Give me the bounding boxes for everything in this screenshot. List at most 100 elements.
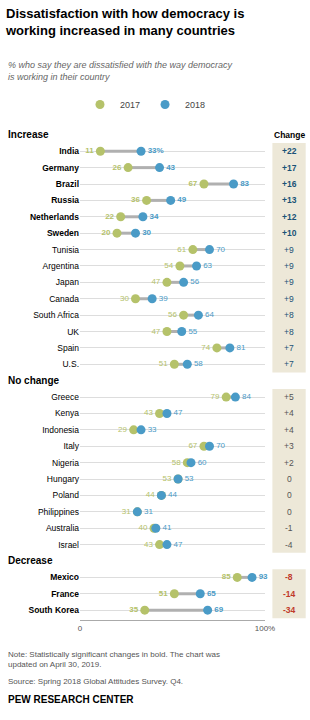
svg-text:70: 70 (216, 441, 225, 450)
svg-text:61: 61 (177, 245, 186, 254)
svg-text:58: 58 (172, 458, 181, 467)
svg-text:Decrease: Decrease (8, 555, 53, 566)
svg-text:Germany: Germany (42, 163, 79, 173)
svg-text:U.S.: U.S. (62, 359, 79, 369)
svg-text:67: 67 (188, 441, 197, 450)
svg-text:11: 11 (85, 146, 94, 155)
svg-text:Israel: Israel (58, 540, 79, 550)
svg-text:UK: UK (67, 326, 79, 336)
svg-text:-1: -1 (285, 523, 293, 533)
svg-text:67: 67 (188, 179, 197, 188)
svg-text:53: 53 (185, 474, 194, 483)
svg-text:26: 26 (113, 163, 122, 172)
svg-text:No change: No change (8, 375, 60, 386)
svg-text:Nigeria: Nigeria (52, 458, 79, 468)
svg-text:69: 69 (214, 605, 223, 614)
svg-text:-4: -4 (285, 540, 293, 550)
svg-text:+17: +17 (282, 163, 297, 173)
svg-text:22: 22 (105, 212, 114, 221)
svg-text:63: 63 (203, 261, 212, 270)
svg-text:+3: +3 (284, 441, 294, 451)
svg-text:+9: +9 (284, 294, 294, 304)
svg-text:35: 35 (129, 605, 138, 614)
svg-text:Hungary: Hungary (47, 474, 80, 484)
svg-text:30: 30 (142, 228, 151, 237)
svg-text:-14: -14 (283, 589, 296, 599)
svg-text:31: 31 (122, 507, 131, 516)
svg-text:+7: +7 (284, 343, 294, 353)
svg-text:33: 33 (148, 425, 157, 434)
svg-text:+8: +8 (284, 310, 294, 320)
svg-text:93: 93 (259, 572, 268, 581)
svg-text:Sweden: Sweden (47, 228, 79, 238)
svg-text:43: 43 (166, 163, 175, 172)
svg-text:55: 55 (188, 327, 197, 336)
svg-text:Netherlands: Netherlands (30, 212, 79, 222)
svg-text:65: 65 (207, 589, 216, 598)
svg-text:+9: +9 (284, 245, 294, 255)
svg-text:South Korea: South Korea (28, 605, 79, 615)
svg-text:43: 43 (144, 408, 153, 417)
svg-text:+12: +12 (282, 212, 297, 222)
svg-text:Philippines: Philippines (38, 507, 79, 517)
svg-text:53: 53 (163, 474, 172, 483)
svg-text:Italy: Italy (63, 441, 79, 451)
svg-text:Australia: Australia (46, 523, 79, 533)
svg-text:56: 56 (168, 310, 177, 319)
svg-text:Mexico: Mexico (50, 572, 79, 582)
svg-text:79: 79 (211, 392, 220, 401)
svg-text:47: 47 (174, 408, 183, 417)
svg-text:Canada: Canada (49, 294, 79, 304)
svg-text:Kenya: Kenya (55, 408, 79, 418)
svg-text:29: 29 (118, 425, 127, 434)
svg-text:PEW RESEARCH CENTER: PEW RESEARCH CENTER (8, 694, 134, 705)
svg-text:36: 36 (131, 195, 140, 204)
svg-text:84: 84 (242, 392, 251, 401)
svg-text:30: 30 (120, 294, 129, 303)
svg-text:Spain: Spain (57, 343, 79, 353)
svg-text:Japan: Japan (56, 277, 79, 287)
svg-text:0: 0 (287, 474, 292, 484)
svg-text:70: 70 (216, 245, 225, 254)
svg-text:Increase: Increase (8, 129, 49, 140)
svg-text:Change: Change (274, 130, 305, 140)
svg-text:+9: +9 (284, 261, 294, 271)
svg-text:81: 81 (236, 343, 245, 352)
svg-text:74: 74 (201, 343, 210, 352)
svg-text:% who say they are dissatisfie: % who say they are dissatisfied with the… (8, 60, 233, 82)
svg-text:39: 39 (159, 294, 168, 303)
svg-text:34: 34 (150, 212, 159, 221)
svg-text:83: 83 (240, 179, 249, 188)
svg-text:51: 51 (159, 589, 168, 598)
svg-text:54: 54 (164, 261, 173, 270)
svg-text:+4: +4 (284, 408, 294, 418)
svg-text:44: 44 (146, 490, 155, 499)
svg-text:47: 47 (174, 540, 183, 549)
svg-text:Argentina: Argentina (43, 261, 80, 271)
svg-text:20: 20 (101, 228, 110, 237)
svg-text:Source: Spring 2018 Global Att: Source: Spring 2018 Global Attitudes Sur… (8, 677, 183, 686)
svg-text:Dissatisfaction with how democ: Dissatisfaction with how democracy iswor… (5, 6, 244, 38)
svg-text:0: 0 (78, 624, 83, 633)
svg-text:Note: Statistically significan: Note: Statistically significant changes … (8, 650, 220, 669)
svg-text:-34: -34 (283, 605, 296, 615)
svg-text:+7: +7 (284, 359, 294, 369)
svg-text:47: 47 (151, 277, 160, 286)
svg-text:Tunisia: Tunisia (52, 245, 79, 255)
svg-text:41: 41 (162, 523, 171, 532)
svg-text:60: 60 (198, 458, 207, 467)
svg-text:+22: +22 (282, 146, 297, 156)
svg-text:France: France (51, 589, 79, 599)
svg-text:100%: 100% (255, 624, 275, 633)
svg-text:0: 0 (287, 507, 292, 517)
svg-text:Brazil: Brazil (56, 179, 79, 189)
svg-text:+5: +5 (284, 392, 294, 402)
svg-text:India: India (59, 146, 79, 156)
svg-text:0: 0 (287, 490, 292, 500)
svg-text:2017: 2017 (120, 100, 140, 110)
svg-text:47: 47 (151, 327, 160, 336)
svg-text:+10: +10 (282, 228, 297, 238)
svg-text:33%: 33% (148, 146, 164, 155)
svg-text:South Africa: South Africa (33, 310, 79, 320)
svg-text:Russia: Russia (51, 195, 79, 205)
